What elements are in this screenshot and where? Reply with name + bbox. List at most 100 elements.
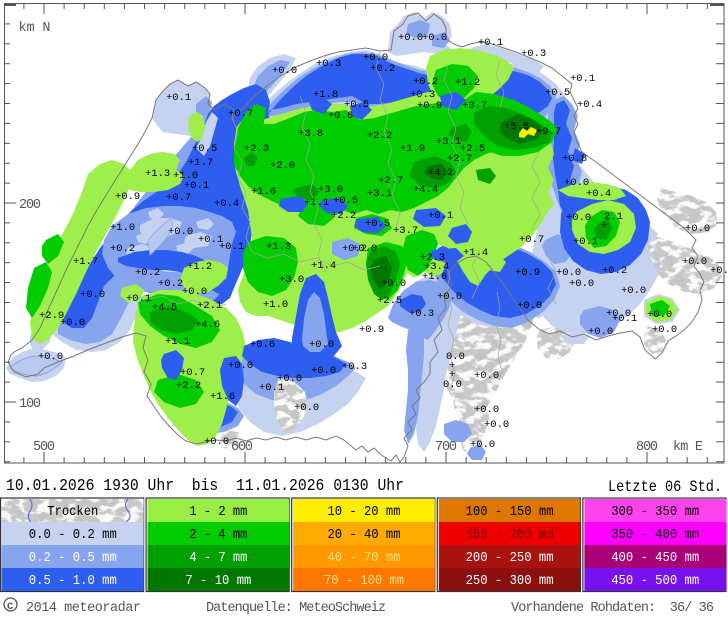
svg-text:+0.2: +0.2: [370, 63, 395, 75]
svg-text:+0.1: +0.1: [198, 234, 223, 246]
svg-text:+0.0: +0.0: [398, 32, 423, 44]
svg-text:+0.0: +0.0: [422, 32, 447, 44]
svg-text:+1.7: +1.7: [188, 157, 213, 169]
svg-text:+0.5: +0.5: [333, 195, 358, 207]
svg-text:+3.7: +3.7: [462, 100, 487, 112]
svg-text:+0.9: +0.9: [359, 324, 384, 336]
svg-text:+1.0: +1.0: [110, 222, 135, 234]
svg-text:300 - 350 mm: 300 - 350 mm: [611, 505, 699, 520]
svg-text:+5.5: +5.5: [504, 121, 529, 133]
svg-text:Letzte 06 Std.: Letzte 06 Std.: [608, 478, 722, 496]
svg-text:+1.9: +1.9: [400, 143, 425, 155]
svg-text:+0.5: +0.5: [344, 99, 369, 111]
svg-text:+0.3: +0.3: [521, 48, 546, 60]
svg-text:+0.1: +0.1: [612, 313, 637, 325]
svg-text:+1.2: +1.2: [455, 77, 480, 89]
svg-text:+0.1: +0.1: [219, 241, 244, 253]
svg-text:0.5 - 1.0 mm: 0.5 - 1.0 mm: [29, 574, 117, 589]
svg-text:0.0: 0.0: [446, 351, 465, 363]
svg-text:+0.0: +0.0: [272, 65, 297, 77]
svg-text:20 - 40 mm: 20 - 40 mm: [328, 528, 401, 543]
svg-text:10 - 20 mm: 10 - 20 mm: [328, 505, 401, 520]
svg-text:+0.0: +0.0: [60, 317, 85, 329]
svg-text:+2.2: +2.2: [331, 210, 356, 222]
svg-text:+0.0: +0.0: [569, 278, 594, 290]
svg-text:km E: km E: [673, 440, 703, 455]
svg-text:+0.9: +0.9: [417, 100, 442, 112]
svg-text:+0.0: +0.0: [474, 370, 499, 382]
svg-text:+2.2: +2.2: [367, 130, 392, 142]
svg-text:+0.0: +0.0: [647, 309, 672, 321]
svg-text:100 - 150 mm: 100 - 150 mm: [466, 505, 554, 520]
svg-text:800: 800: [636, 440, 658, 455]
svg-text:+2.7: +2.7: [447, 153, 472, 165]
svg-text:7 - 10 mm: 7 - 10 mm: [185, 574, 251, 589]
svg-text:+0.3: +0.3: [410, 89, 435, 101]
svg-text:+1.4: +1.4: [311, 260, 336, 272]
svg-text:600: 600: [231, 440, 253, 455]
svg-text:450 - 500 mm: 450 - 500 mm: [611, 574, 699, 589]
svg-text:+0.0: +0.0: [80, 289, 105, 301]
svg-text:+0.0: +0.0: [352, 243, 377, 255]
svg-text:+0.0: +0.0: [710, 265, 728, 277]
svg-text:+0.9: +0.9: [115, 191, 140, 203]
svg-text:+0.0: +0.0: [474, 404, 499, 416]
svg-text:+1.6: +1.6: [210, 391, 235, 403]
svg-text:+0.2: +0.2: [110, 243, 135, 255]
svg-text:+0.1: +0.1: [428, 210, 453, 222]
svg-text:+0.0: +0.0: [682, 256, 707, 268]
svg-text:+9.0: +9.0: [381, 278, 406, 290]
svg-text:+9.7: +9.7: [536, 126, 561, 138]
svg-text:+0.8: +0.8: [562, 153, 587, 165]
svg-text:Datenquelle: MeteoSchweiz: Datenquelle: MeteoSchweiz: [206, 601, 386, 616]
svg-text:+4.6: +4.6: [195, 319, 220, 331]
svg-text:+2.0: +2.0: [270, 160, 295, 172]
svg-text:+0.5: +0.5: [545, 87, 570, 99]
svg-text:+0.7: +0.7: [519, 234, 544, 246]
svg-text:+0.0: +0.0: [228, 360, 253, 372]
svg-text:+0.7: +0.7: [228, 108, 253, 120]
svg-text:+0.0: +0.0: [517, 300, 542, 312]
svg-text:+1.0: +1.0: [173, 170, 198, 182]
svg-text:+0.5: +0.5: [365, 218, 390, 230]
svg-text:+0.9: +0.9: [515, 267, 540, 279]
svg-text:2014 meteoradar: 2014 meteoradar: [26, 601, 141, 616]
svg-text:+0.0: +0.0: [277, 373, 302, 385]
svg-text:Vorhandene Rohdaten: 36/ 36: Vorhandene Rohdaten: 36/ 36: [511, 601, 714, 616]
svg-text:+0.0: +0.0: [685, 223, 710, 235]
svg-text:+1.4: +1.4: [463, 247, 488, 259]
svg-text:+0.2: +0.2: [602, 265, 627, 277]
svg-text:+2.1: +2.1: [197, 300, 222, 312]
svg-text:+0.1: +0.1: [166, 92, 191, 104]
svg-text:+1.3: +1.3: [145, 168, 170, 180]
svg-text:+4.5: +4.5: [152, 302, 177, 314]
svg-text:350 - 400 mm: 350 - 400 mm: [611, 528, 699, 543]
svg-text:4 - 7 mm: 4 - 7 mm: [189, 551, 247, 566]
svg-text:400 - 450 mm: 400 - 450 mm: [611, 551, 699, 566]
svg-text:+1.6: +1.6: [251, 186, 276, 198]
svg-text:70 - 100 mm: 70 - 100 mm: [324, 574, 404, 589]
svg-text:+3.1: +3.1: [367, 188, 392, 200]
svg-text:+0.1: +0.1: [259, 382, 284, 394]
svg-text:+0.0: +0.0: [204, 436, 229, 448]
svg-text:200 - 250 mm: 200 - 250 mm: [466, 551, 554, 566]
svg-text:+0.0: +0.0: [566, 212, 591, 224]
svg-text:km N: km N: [19, 21, 51, 36]
svg-text:+1.6: +1.6: [422, 271, 447, 283]
svg-text:+0.4: +0.4: [214, 198, 239, 210]
svg-text:+1.3: +1.3: [266, 241, 291, 253]
svg-text:+3.1: +3.1: [436, 136, 461, 148]
svg-text:0.0: 0.0: [443, 379, 462, 391]
svg-text:+4.2: +4.2: [428, 167, 453, 179]
svg-text:+: +: [449, 360, 455, 372]
svg-text:+3.0: +3.0: [279, 274, 304, 286]
svg-text:+2.9: +2.9: [39, 310, 64, 322]
svg-text:10.01.2026 1930 Uhr bis 11.0: 10.01.2026 1930 Uhr bis 11.01.2026 0130 …: [6, 477, 404, 496]
svg-text:+0.6: +0.6: [328, 110, 353, 122]
svg-text:+0.0: +0.0: [588, 326, 613, 338]
svg-text:+0.1: +0.1: [570, 73, 595, 85]
svg-text:+0.0: +0.0: [484, 419, 509, 431]
svg-text:+0.0: +0.0: [621, 285, 646, 297]
svg-text:+0.0: +0.0: [363, 52, 388, 64]
svg-text:2.1: 2.1: [604, 211, 623, 223]
